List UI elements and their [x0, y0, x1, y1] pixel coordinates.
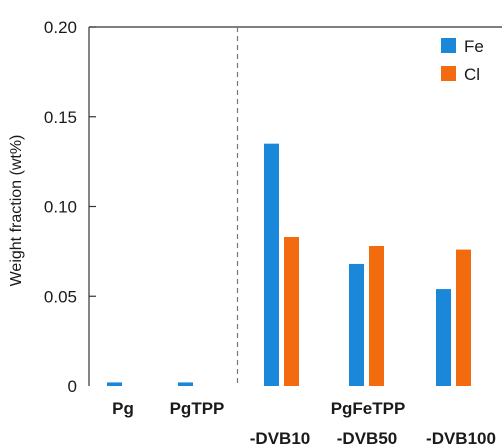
category-label: -DVB100	[426, 429, 496, 447]
bar-fe-4	[436, 289, 451, 386]
category-label: PgTPP	[170, 399, 225, 418]
bar-fe-0	[107, 382, 122, 386]
bars	[107, 143, 471, 386]
y-ticks: 0 0.05 0.10 0.15 0.20	[44, 18, 96, 396]
y-tick-label: 0	[68, 377, 77, 396]
legend: Fe Cl	[441, 37, 484, 84]
category-labels: Pg PgTPP -DVB10 -DVB50 -DVB100	[112, 399, 496, 447]
legend-swatch-fe	[441, 38, 456, 53]
y-tick-label: 0.20	[44, 18, 77, 37]
bar-cl-3	[369, 245, 384, 386]
bar-fe-2	[264, 143, 279, 386]
category-label: Pg	[112, 399, 134, 418]
bar-fe-1	[178, 382, 193, 386]
category-label: -DVB10	[250, 429, 310, 447]
y-axis: 0 0.05 0.10 0.15 0.20	[44, 18, 96, 396]
bar-cl-4	[456, 249, 471, 386]
y-tick-label: 0.05	[44, 287, 77, 306]
y-tick-label: 0.10	[44, 198, 77, 217]
legend-label-cl: Cl	[464, 65, 480, 84]
group-label: PgFeTPP	[331, 399, 406, 418]
bar-fe-3	[349, 263, 364, 386]
category-label: -DVB50	[337, 429, 397, 447]
legend-label-fe: Fe	[464, 37, 484, 56]
y-axis-label: Weight fraction (wt%)	[8, 135, 25, 287]
bar-cl-2	[284, 237, 299, 386]
y-tick-label: 0.15	[44, 108, 77, 127]
legend-swatch-cl	[441, 66, 456, 81]
